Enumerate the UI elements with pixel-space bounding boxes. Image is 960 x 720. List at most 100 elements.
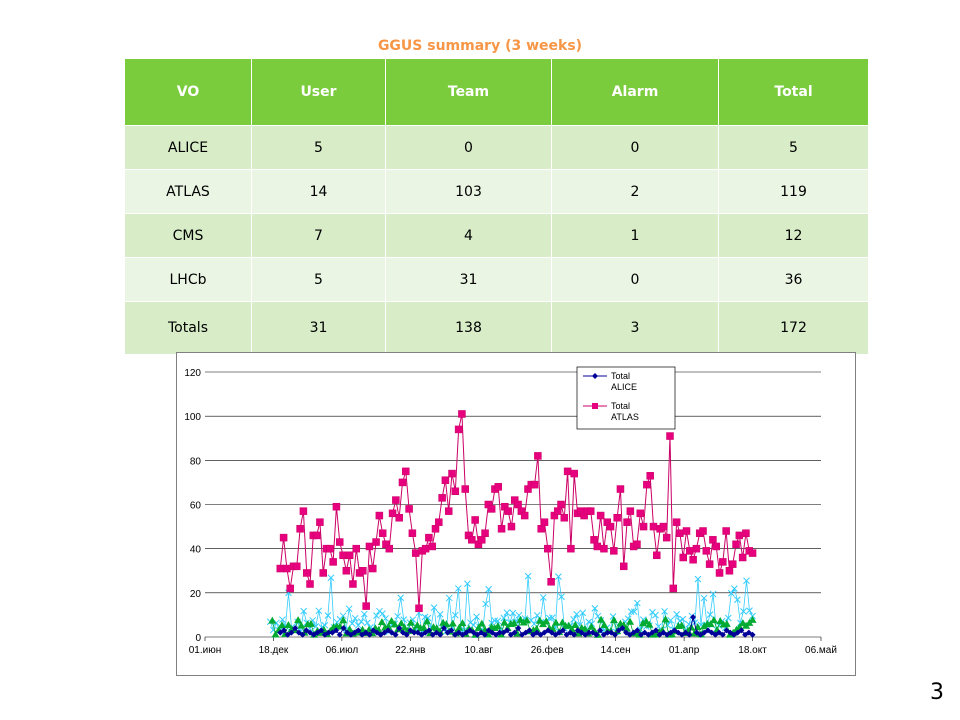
data-point-cyan [451,611,459,619]
data-point-atlas [428,542,436,551]
data-point-cyan [454,585,462,592]
data-point-atlas [375,511,384,520]
data-point-cyan [746,607,753,614]
data-point-atlas [326,544,334,553]
data-point-atlas [709,536,717,544]
data-point-atlas [620,562,628,571]
cell-vo: ATLAS [125,169,252,214]
data-point-atlas [600,544,608,553]
data-point-atlas [415,604,423,613]
data-point-alice [284,631,291,638]
data-point-atlas [616,485,625,493]
data-point-atlas [570,469,578,478]
data-point-alice [344,629,351,636]
data-point-atlas [332,502,341,511]
data-point-green [455,623,464,631]
data-point-green [306,619,315,627]
data-point-atlas [408,529,417,537]
data-point-green [277,621,286,629]
cell-user: 14 [251,169,386,214]
data-point-atlas [345,551,354,560]
data-point-cyan [630,608,638,616]
data-point-green [532,624,541,632]
data-point-alice [440,625,447,632]
data-point-atlas [547,578,555,586]
data-point-atlas [712,542,720,551]
data-point-cyan [591,605,599,612]
data-point-cyan [740,608,747,615]
table-row: ALICE 5 0 0 5 [125,125,869,170]
data-point-atlas [626,507,635,515]
table-header-row: VO User Team Alarm Total [125,59,869,126]
data-point-alice [719,631,726,638]
data-point-atlas [431,525,440,533]
data-point-alice [299,631,306,638]
data-point-alice [400,629,407,636]
data-point-alice [582,631,589,638]
y-tick-label: 100 [184,412,201,423]
cell-vo: CMS [125,213,252,258]
data-point-alice [433,629,440,636]
data-point-cyan [482,600,489,608]
data-point-green [448,619,457,627]
data-point-atlas [672,518,681,526]
data-point-atlas [335,538,344,546]
data-point-cyan [533,611,541,619]
data-point-alice [347,631,354,638]
cell-alarm: 0 [551,125,719,170]
x-tick-label: 06.май [805,645,837,656]
data-point-atlas [359,567,367,575]
data-point-atlas [369,564,377,573]
data-point-alice [652,627,659,634]
data-point-alice [336,631,343,638]
data-point-cyan [348,620,356,627]
data-point-alice [537,631,544,638]
data-point-cyan [700,594,708,602]
data-point-atlas [504,507,512,515]
data-point-alice [716,629,723,636]
data-point-cyan [664,621,671,629]
cell-alarm: 0 [551,257,719,302]
data-point-alice [742,631,749,638]
data-point-alice [470,629,477,636]
cell-alarm: 1 [551,213,719,258]
data-point-cyan [570,615,577,623]
data-point-alice [552,631,559,638]
legend-label-atlas-cont: ATLAS [611,412,639,422]
cell-total: 12 [718,213,869,258]
data-point-alice [292,625,299,632]
table-row: LHCb 5 31 0 36 [125,257,869,302]
data-point-atlas [725,567,734,575]
data-point-cyan [327,574,335,582]
data-point-cyan [731,585,738,592]
table-row: ATLAS 14 103 2 119 [125,169,869,214]
cell-team: 4 [385,213,552,258]
data-point-atlas [352,544,360,553]
data-point-alice [362,629,369,636]
data-point-green [677,621,686,629]
data-point-cyan [373,612,380,620]
data-point-alice [526,627,533,634]
data-point-atlas [362,602,370,610]
data-point-atlas [339,551,347,560]
x-tick-label: 10.авг [465,645,494,656]
data-point-cyan [724,614,732,622]
data-point-alice [489,629,496,636]
data-point-atlas [454,425,463,434]
legend-label-atlas: Total [611,401,630,411]
data-point-green [558,618,567,626]
data-point-alice [533,629,540,636]
data-point-atlas [329,558,337,566]
cell-team: 31 [385,257,552,302]
data-point-cyan [579,609,587,617]
data-point-alice [392,631,399,638]
cell-total: 119 [718,169,869,214]
data-point-atlas [567,544,575,553]
data-point-atlas [735,531,744,540]
data-point-cyan [485,585,493,593]
data-point-atlas [411,549,420,557]
data-point-atlas [342,567,351,575]
data-point-cyan [727,589,735,597]
cell-vo: Totals [125,301,252,354]
data-point-alice [281,627,288,634]
